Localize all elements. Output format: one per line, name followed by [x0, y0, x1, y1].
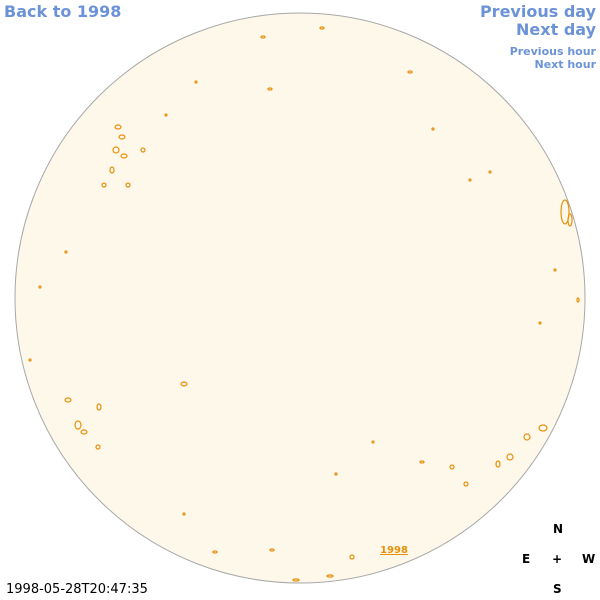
overlay-label[interactable]: 1998	[380, 545, 408, 556]
previous-hour-link[interactable]: Previous hour	[509, 45, 596, 58]
compass-north: N	[553, 522, 564, 536]
compass-east: E	[522, 552, 531, 566]
features	[28, 26, 580, 582]
timestamp: 1998-05-28T20:47:35	[6, 582, 148, 597]
back-link[interactable]: Back to 1998	[4, 2, 122, 21]
solar-disk	[14, 12, 586, 584]
compass-west: W	[582, 552, 596, 566]
next-day-link[interactable]: Next day	[516, 20, 596, 39]
next-hour-link[interactable]: Next hour	[534, 58, 597, 71]
compass-south: S	[553, 582, 562, 596]
compass-center: +	[552, 552, 563, 566]
previous-day-link[interactable]: Previous day	[479, 2, 596, 21]
overlay-link[interactable]: 1998	[380, 545, 408, 556]
